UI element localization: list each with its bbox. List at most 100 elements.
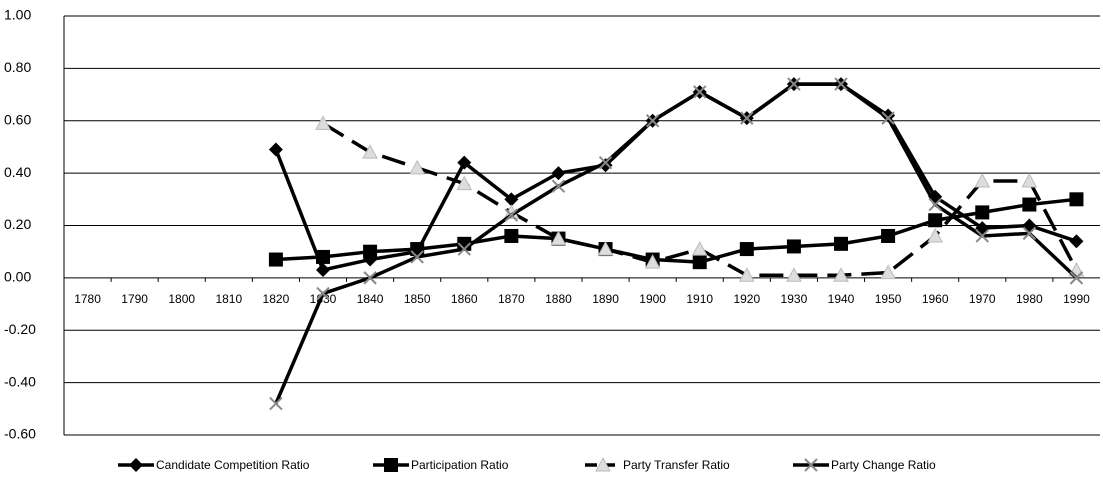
- x-tick-label: 1960: [922, 292, 949, 306]
- data-point: [268, 252, 283, 267]
- y-tick-label: 0.20: [4, 216, 31, 232]
- data-point: [315, 115, 331, 130]
- data-point: [269, 396, 283, 411]
- legend-marker: [804, 458, 818, 472]
- x-tick-label: 1990: [1063, 292, 1090, 306]
- data-point: [316, 249, 330, 264]
- data-point: [504, 192, 519, 207]
- x-tick-label: 1880: [545, 292, 572, 306]
- data-point: [1022, 218, 1037, 233]
- data-point: [268, 142, 283, 157]
- x-tick-label: 1900: [639, 292, 666, 306]
- data-point: [504, 208, 519, 222]
- data-point: [1069, 234, 1084, 249]
- data-point: [834, 77, 848, 91]
- x-tick-label: 1830: [310, 292, 337, 306]
- y-tick-label: 0.40: [4, 164, 31, 180]
- legend-label: Candidate Competition Ratio: [156, 458, 310, 472]
- x-tick-label: 1790: [121, 292, 148, 306]
- y-tick-label: 0.80: [4, 59, 31, 75]
- legend-marker: [384, 458, 398, 472]
- x-tick-label: 1820: [263, 292, 290, 306]
- legend-marker: [595, 456, 611, 472]
- x-tick-label: 1780: [74, 292, 101, 306]
- data-point: [880, 264, 896, 280]
- data-point: [1022, 226, 1037, 241]
- data-point: [1021, 172, 1038, 188]
- x-tick-label: 1850: [404, 292, 431, 306]
- y-tick-label: 1.00: [4, 7, 31, 23]
- data-point: [362, 144, 378, 159]
- data-point: [316, 263, 330, 278]
- data-point: [597, 241, 614, 256]
- data-point: [363, 271, 377, 285]
- data-point: [693, 85, 707, 99]
- x-tick-label: 1940: [828, 292, 855, 306]
- legend-label: Party Transfer Ratio: [623, 458, 730, 472]
- series-line: [274, 82, 1078, 405]
- data-point: [881, 111, 895, 125]
- legend-item: Party Change Ratio: [793, 458, 936, 472]
- x-tick-label: 1810: [215, 292, 242, 306]
- legend-item: Candidate Competition Ratio: [118, 458, 310, 472]
- data-point: [1069, 192, 1084, 207]
- x-tick-label: 1980: [1016, 292, 1043, 306]
- data-point: [787, 77, 801, 91]
- data-point: [881, 228, 896, 243]
- legend-item: Party Transfer Ratio: [585, 456, 730, 472]
- data-point: [927, 227, 944, 243]
- x-tick-label: 1890: [592, 292, 619, 306]
- x-tick-label: 1860: [451, 292, 478, 306]
- data-point: [928, 213, 943, 228]
- x-tick-label: 1840: [357, 292, 384, 306]
- data-point: [644, 254, 661, 269]
- data-point: [363, 244, 378, 259]
- data-point: [550, 230, 567, 246]
- legend-label: Party Change Ratio: [831, 458, 936, 472]
- data-point: [410, 250, 424, 264]
- data-point: [833, 267, 849, 282]
- data-point: [409, 159, 426, 175]
- x-tick-label: 1930: [781, 292, 808, 306]
- data-point: [975, 229, 989, 243]
- data-point: [598, 155, 613, 170]
- x-tick-label: 1800: [168, 292, 195, 306]
- data-point: [739, 242, 754, 257]
- data-point: [786, 267, 802, 282]
- data-point: [834, 236, 848, 251]
- data-point: [928, 197, 942, 212]
- data-point: [457, 155, 472, 170]
- data-point: [551, 166, 566, 181]
- data-point: [410, 242, 425, 257]
- data-point: [975, 205, 990, 220]
- data-point: [456, 175, 473, 191]
- y-tick-label: -0.20: [4, 321, 36, 337]
- data-point: [740, 111, 754, 125]
- x-tick-label: 1920: [733, 292, 760, 306]
- data-point: [691, 241, 708, 256]
- legend-label: Participation Ratio: [411, 458, 509, 472]
- legend-marker: [129, 458, 143, 472]
- y-tick-label: 0.60: [4, 111, 31, 127]
- data-point: [457, 242, 471, 256]
- data-point: [738, 267, 755, 282]
- data-point: [504, 228, 519, 243]
- data-point: [1022, 197, 1037, 212]
- data-point: [974, 172, 991, 188]
- data-point: [786, 239, 801, 254]
- legend-item: Participation Ratio: [373, 458, 509, 472]
- data-point: [645, 114, 660, 128]
- x-tick-label: 1970: [969, 292, 996, 306]
- series-line: [274, 82, 1078, 273]
- data-point: [881, 108, 896, 123]
- y-tick-label: -0.60: [4, 426, 36, 442]
- series-line: [275, 197, 1077, 264]
- data-point: [692, 255, 707, 270]
- data-point: [316, 286, 330, 301]
- x-tick-label: 1950: [875, 292, 902, 306]
- data-point: [551, 179, 566, 193]
- y-tick-label: -0.40: [4, 373, 36, 389]
- x-tick-label: 1910: [686, 292, 713, 306]
- y-tick-label: 0.00: [4, 269, 31, 285]
